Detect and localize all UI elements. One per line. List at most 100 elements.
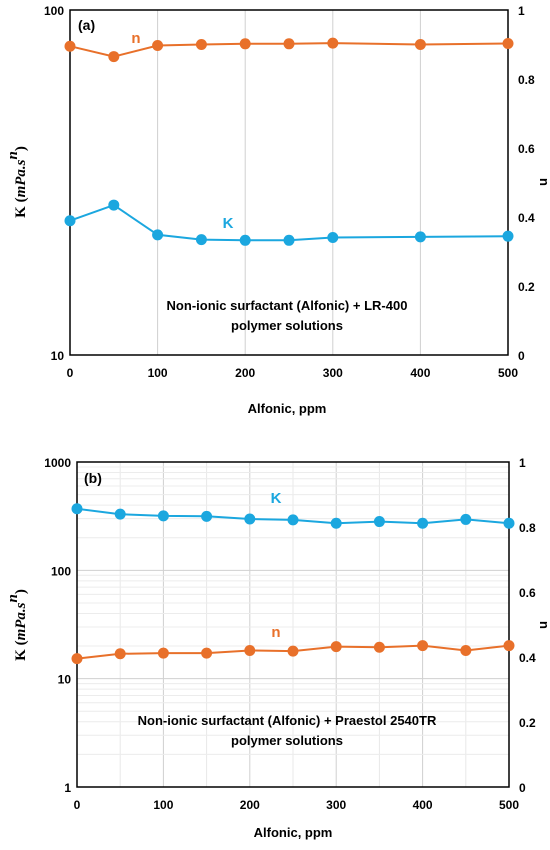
x-tick-label: 0 [67, 366, 74, 380]
x-tick-label: 500 [499, 798, 519, 812]
y-right-tick-label: 0 [518, 349, 525, 363]
y-left-tick-label: 100 [44, 4, 64, 18]
y-left-tick-label: 10 [51, 349, 65, 363]
y-left-tick-label: 1000 [44, 456, 71, 470]
data-point-k [201, 510, 213, 522]
left-axis-ticks: 1 10 100 1000 [44, 456, 71, 795]
data-point-k [244, 513, 256, 525]
y-left-tick-label: 100 [51, 564, 71, 578]
y-right-tick-label: 0.4 [518, 211, 535, 225]
x-tick-label: 0 [74, 798, 81, 812]
x-tick-label: 300 [323, 366, 343, 380]
data-point-k [414, 231, 426, 243]
data-point-n [201, 647, 213, 659]
x-tick-label: 500 [498, 366, 518, 380]
grid-lines [157, 10, 421, 355]
data-point-n [64, 40, 76, 52]
data-point-k [287, 514, 299, 526]
data-point-n [244, 645, 256, 656]
y-axis-title-right: n [537, 178, 550, 186]
data-point-n [114, 648, 126, 660]
chart-panel-a: 0 100 200 300 400 500 10 100 0 0.2 0.4 0.6 0.8 1 (a… [5, 4, 550, 416]
x-axis-ticks: 0 100 200 300 400 500 [67, 366, 519, 380]
data-point-n [157, 647, 169, 659]
right-axis-ticks: 0 0.2 0.4 0.6 0.8 1 [518, 4, 535, 363]
x-tick-label: 400 [413, 798, 433, 812]
y-axis-title-left: K (mPa.sn) [5, 589, 29, 661]
y-right-tick-label: 0.6 [519, 586, 536, 600]
series-label-k: K [271, 490, 282, 507]
data-point-k [152, 229, 164, 241]
data-point-n [71, 653, 83, 665]
y-right-tick-label: 1 [518, 4, 525, 18]
data-point-k [502, 230, 514, 242]
series-group [71, 503, 515, 665]
data-point-k [108, 199, 120, 211]
y-left-tick-label: 1 [64, 781, 71, 795]
data-point-k [64, 215, 76, 227]
data-point-n [417, 640, 429, 652]
data-point-n [152, 40, 164, 52]
y-right-tick-label: 0.8 [518, 73, 535, 87]
y-right-tick-label: 0 [519, 781, 526, 795]
annotation-line-1: Non-ionic surfactant (Alfonic) + LR-400 [167, 298, 408, 313]
series-label-n: n [131, 30, 140, 47]
data-point-k [114, 508, 126, 520]
x-tick-label: 200 [235, 366, 255, 380]
y-right-tick-label: 0.2 [519, 716, 536, 730]
plot-frame [69, 9, 509, 356]
x-axis-title: Alfonic, ppm [254, 825, 333, 840]
data-point-n [195, 39, 207, 50]
data-point-n [239, 38, 251, 50]
data-point-k [503, 517, 515, 529]
x-tick-label: 100 [153, 798, 173, 812]
data-point-k [239, 234, 251, 246]
data-point-n [503, 640, 515, 652]
data-point-k [71, 503, 83, 515]
chart-panel-b: 0 100 200 300 400 500 1 10 100 1000 0 0.2 0.4 0.6 0.… [5, 456, 550, 840]
data-point-k [157, 510, 169, 522]
x-tick-label: 300 [326, 798, 346, 812]
data-point-n [283, 38, 295, 50]
data-point-n [502, 37, 514, 49]
x-tick-label: 100 [148, 366, 168, 380]
plot-frame [76, 461, 510, 788]
grid-lines [77, 462, 509, 787]
y-right-tick-label: 0.4 [519, 651, 536, 665]
data-point-k [417, 517, 429, 529]
y-right-tick-label: 0.2 [518, 280, 535, 294]
plot-area [70, 10, 508, 355]
y-axis-title-right: n [537, 621, 550, 629]
y-right-tick-label: 1 [519, 456, 526, 470]
data-point-k [373, 516, 385, 528]
panel-label: (a) [78, 17, 95, 33]
y-right-tick-label: 0.6 [518, 142, 535, 156]
y-right-tick-label: 0.8 [519, 521, 536, 535]
y-left-tick-label: 10 [58, 673, 72, 687]
data-point-k [195, 234, 207, 246]
y-axis-title-left: K (mPa.sn) [5, 146, 29, 218]
x-tick-label: 400 [410, 366, 430, 380]
data-point-n [373, 641, 385, 653]
data-point-n [414, 39, 426, 50]
x-axis-ticks: 0 100 200 300 400 500 [74, 798, 520, 812]
annotation-line-2: polymer solutions [231, 318, 343, 333]
data-point-n [287, 645, 299, 657]
series-label-k: K [223, 215, 234, 232]
data-point-k [283, 234, 295, 246]
data-point-n [330, 641, 342, 653]
data-point-n [108, 51, 120, 63]
data-point-k [330, 517, 342, 529]
panel-label: (b) [84, 470, 102, 486]
svg-text:K (mPa.sn): K (mPa.sn) [5, 146, 29, 218]
data-point-n [327, 37, 339, 49]
annotation-line-2: polymer solutions [231, 733, 343, 748]
data-point-k [460, 513, 472, 525]
x-tick-label: 200 [240, 798, 260, 812]
svg-text:K (mPa.sn): K (mPa.sn) [5, 589, 29, 661]
data-point-n [460, 645, 472, 656]
x-axis-title: Alfonic, ppm [248, 401, 327, 416]
series-label-n: n [271, 624, 280, 641]
left-axis-ticks: 10 100 [44, 4, 64, 363]
